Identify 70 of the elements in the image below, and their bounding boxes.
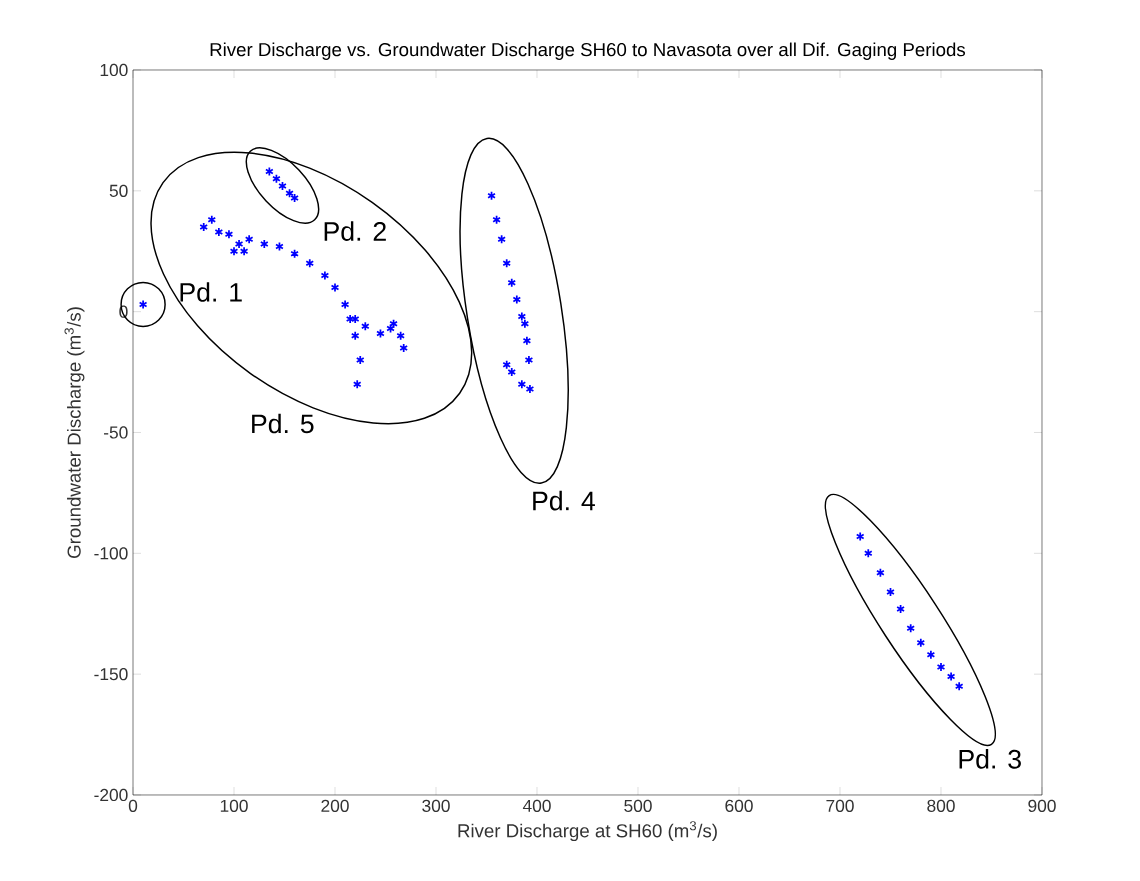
point [517,379,527,390]
x-tick-label: 100 [220,799,248,812]
point [355,355,365,365]
y-axis-title: Groundwater Discharge (m$^{3}$/s) [64,307,85,558]
x-tick-label: 300 [422,799,450,812]
point [224,229,234,240]
point [199,222,209,232]
point [487,190,496,201]
point [906,623,916,634]
point [244,234,254,245]
point [345,314,355,324]
x-tick-label: 600 [725,799,753,812]
chart-title: River Discharge vs. Groundwater Discharge SH60 to Navasota over all Dif. Gaging Periods [210,42,966,60]
x-tick-label: 0 [128,799,138,812]
point [350,330,360,341]
y-tick-label: 100 [100,63,128,77]
point [512,294,522,305]
point [855,531,865,542]
point [259,239,269,249]
y-tick-label: -150 [94,668,128,681]
y-tick-label: -200 [94,788,128,802]
point [386,323,395,334]
point [229,246,239,257]
point [896,604,905,614]
point [330,282,340,293]
point [926,649,936,660]
point [946,671,956,682]
point [275,241,284,252]
annotation: Pd. 3 [959,749,1021,769]
point [507,277,517,288]
x-tick-label: 400 [522,799,551,812]
point [954,681,964,692]
point [360,321,370,332]
point [876,567,885,578]
point [522,335,532,346]
annotation: Pd. 1 [180,282,242,302]
annotation: Pd. 2 [324,221,386,241]
x-tick-label: 800 [927,799,955,812]
point [497,234,506,245]
y-tick-label: -50 [104,426,128,439]
point [525,384,535,394]
point [290,248,299,259]
point [352,379,362,390]
x-tick-label: 200 [321,799,349,812]
y-tick-label: 50 [109,184,128,197]
point [886,587,895,597]
x-tick-label: 500 [624,799,652,812]
point [502,258,512,269]
point [389,318,398,329]
point [340,299,350,310]
point [320,270,330,281]
point [350,314,360,324]
annotation: Pd. 5 [252,413,314,434]
point [492,214,501,225]
point [916,637,926,648]
point [863,548,873,559]
point [399,343,409,353]
point [936,662,946,672]
point [396,330,405,341]
y-tick-label: -100 [94,547,128,560]
x-tick-label: 900 [1028,799,1056,812]
point [305,258,315,269]
annotation: Pd. 4 [533,490,595,511]
x-axis-title: River Discharge at SH60 (m$^{3}$/s) [458,821,717,842]
x-tick-label: 700 [826,799,854,812]
point [214,227,224,237]
point [207,214,217,225]
point [376,328,385,339]
point [524,355,534,365]
point [265,166,274,177]
